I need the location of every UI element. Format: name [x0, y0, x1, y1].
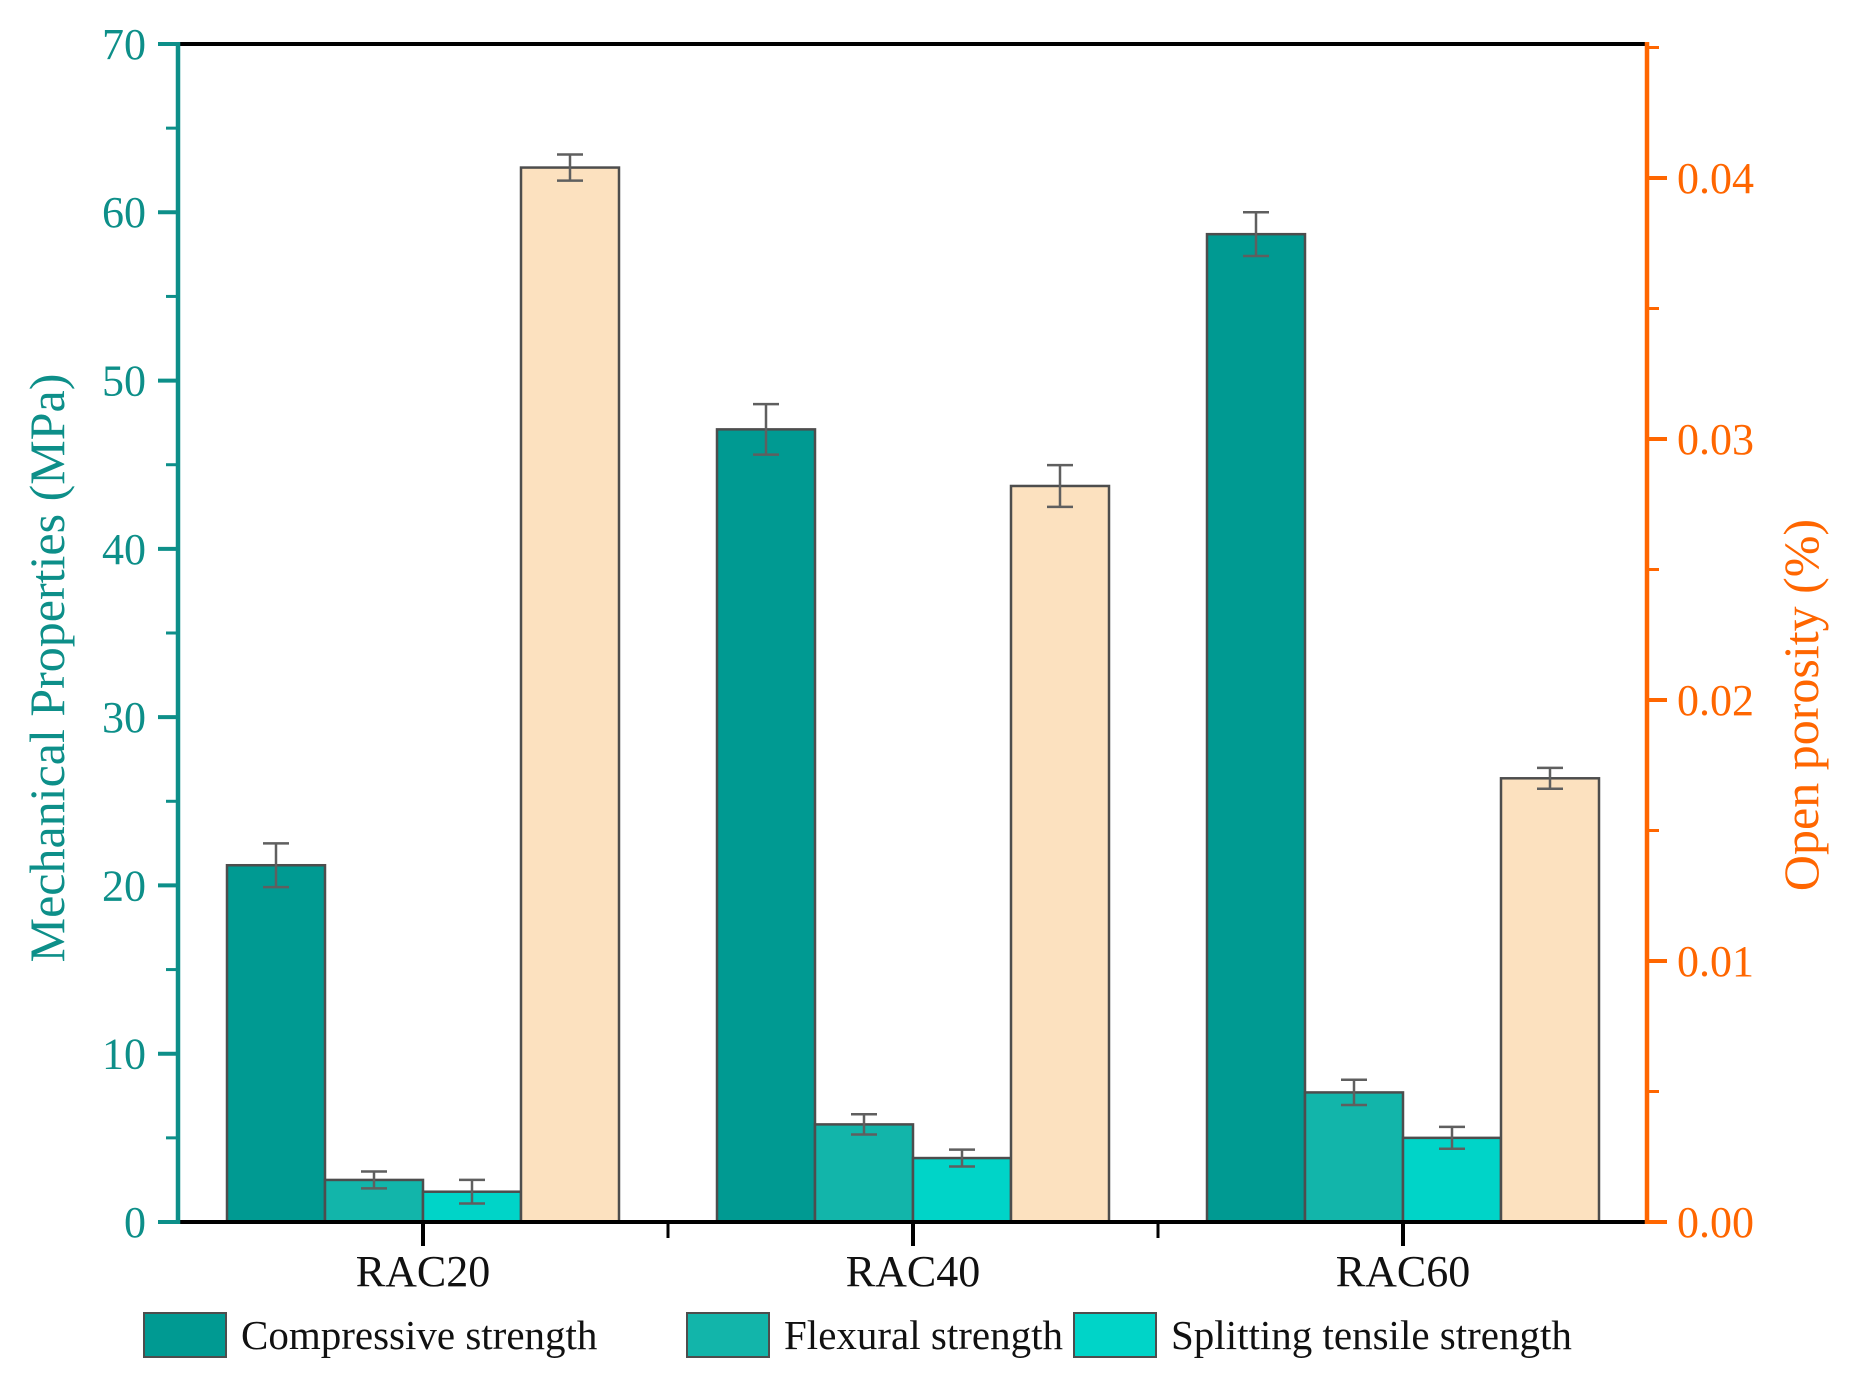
legend-item-splitting-tensile-strength: Splitting tensile strength — [1073, 1312, 1572, 1358]
legend: Compressive strength Flexural strength Spl… — [0, 1312, 1853, 1372]
legend-swatch — [686, 1312, 770, 1358]
bar-flexural-strength-RAC40 — [813, 1123, 915, 1224]
legend-item-flexural-strength: Flexural strength — [686, 1312, 1063, 1358]
bar-splitting-tensile-strength-RAC60 — [1401, 1136, 1503, 1224]
left-tick-label: 70 — [102, 20, 146, 69]
left-tick-label: 50 — [102, 357, 146, 406]
left-tick-label: 20 — [102, 861, 146, 910]
legend-label: Compressive strength — [241, 1312, 598, 1358]
bar-open-porosity-RAC60 — [1499, 777, 1601, 1224]
left-tick-label: 30 — [102, 693, 146, 742]
x-tick-label: RAC20 — [356, 1247, 490, 1296]
legend-swatch — [1073, 1312, 1157, 1358]
bar-open-porosity-RAC20 — [519, 166, 621, 1224]
left-tick-label: 0 — [124, 1198, 146, 1247]
right-axis-title: Open porosity (%) — [1773, 518, 1829, 892]
left-tick-label: 40 — [102, 525, 146, 574]
bar-compressive-strength-RAC60 — [1205, 232, 1307, 1224]
legend-label: Flexural strength — [784, 1312, 1063, 1358]
bar-open-porosity-RAC40 — [1009, 484, 1111, 1224]
right-tick-label: 0.02 — [1677, 676, 1754, 725]
right-tick-label: 0.00 — [1677, 1198, 1754, 1247]
legend-item-compressive-strength: Compressive strength — [143, 1312, 597, 1358]
right-tick-label: 0.01 — [1677, 937, 1754, 986]
legend-label: Splitting tensile strength — [1171, 1312, 1572, 1358]
bar-compressive-strength-RAC40 — [715, 428, 817, 1224]
bar-flexural-strength-RAC60 — [1303, 1091, 1405, 1224]
x-tick-label: RAC40 — [846, 1247, 980, 1296]
legend-swatch — [143, 1312, 227, 1358]
x-tick-label: RAC60 — [1336, 1247, 1470, 1296]
left-tick-label: 10 — [102, 1030, 146, 1079]
bar-compressive-strength-RAC20 — [225, 863, 327, 1224]
right-tick-label: 0.04 — [1677, 154, 1754, 203]
right-tick-label: 0.03 — [1677, 415, 1754, 464]
left-axis-title: Mechanical Properties (MPa) — [19, 373, 75, 963]
left-tick-label: 60 — [102, 188, 146, 237]
